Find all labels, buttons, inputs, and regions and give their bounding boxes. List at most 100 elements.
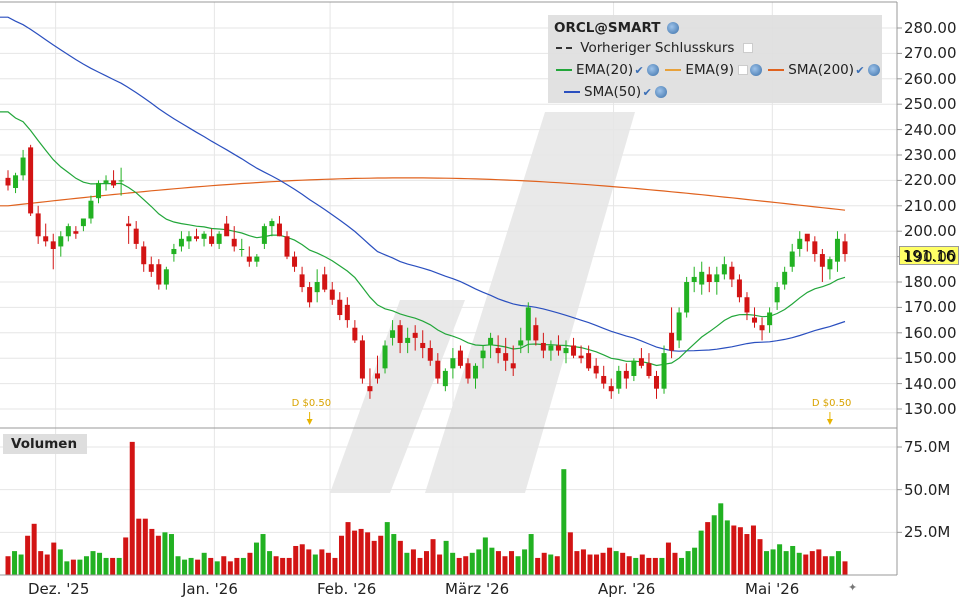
volume-bar bbox=[679, 557, 685, 575]
volume-bar bbox=[345, 522, 351, 575]
chart-frame bbox=[0, 1, 898, 576]
candle-body bbox=[676, 312, 682, 341]
volume-bar bbox=[698, 530, 704, 575]
globe-icon[interactable] bbox=[667, 22, 680, 34]
volume-bar bbox=[64, 561, 70, 575]
check-icon[interactable]: ✔ bbox=[855, 64, 865, 77]
candle-body bbox=[163, 269, 169, 285]
volume-tick-label: 75.0M bbox=[904, 438, 951, 456]
volume-bar bbox=[764, 551, 770, 575]
candle-body bbox=[518, 340, 524, 346]
volume-bar bbox=[809, 551, 815, 575]
candle-body bbox=[638, 358, 644, 366]
candle-body bbox=[736, 279, 742, 298]
volume-bar bbox=[450, 552, 456, 575]
candle-body bbox=[427, 348, 433, 361]
dividend-label: D $0.50 bbox=[811, 398, 852, 409]
dashed-line-icon bbox=[556, 47, 572, 49]
globe-icon[interactable] bbox=[868, 64, 881, 76]
candle-body bbox=[729, 266, 735, 280]
volume-bar bbox=[515, 556, 521, 575]
volume-bar bbox=[182, 559, 188, 575]
candle-body bbox=[608, 386, 614, 392]
candle-body bbox=[834, 238, 840, 262]
dividend-markers bbox=[306, 412, 833, 425]
legend-sma200: SMA(200) bbox=[788, 62, 855, 78]
candle-body bbox=[510, 363, 516, 369]
checkbox-icon[interactable] bbox=[742, 43, 753, 53]
candle-body bbox=[571, 345, 577, 356]
volume-bar bbox=[338, 535, 344, 575]
volume-bar bbox=[718, 503, 724, 575]
candle-body bbox=[28, 147, 34, 214]
volume-bar bbox=[561, 469, 567, 575]
legend-ema20: EMA(20) bbox=[576, 62, 634, 78]
volume-bar bbox=[816, 549, 822, 575]
price-tick-label: 250.00 bbox=[904, 95, 957, 114]
candle-body bbox=[148, 264, 154, 272]
candle-body bbox=[337, 299, 343, 316]
volume-bar bbox=[31, 523, 37, 575]
volume-bar bbox=[770, 549, 776, 575]
candle-body bbox=[314, 282, 320, 293]
volume-bar bbox=[750, 525, 756, 575]
candle-body bbox=[699, 271, 705, 285]
volume-bar bbox=[639, 554, 645, 575]
volume-bar bbox=[299, 544, 305, 575]
globe-icon[interactable] bbox=[749, 64, 762, 76]
candle-body bbox=[721, 264, 727, 275]
volume-bar bbox=[554, 556, 560, 575]
candle-body bbox=[653, 375, 659, 389]
check-icon[interactable]: ✔ bbox=[642, 86, 652, 99]
volume-bar bbox=[123, 537, 129, 575]
volume-bar bbox=[790, 545, 796, 575]
candle-body bbox=[480, 350, 486, 359]
volume-bar bbox=[587, 554, 593, 575]
candle-body bbox=[457, 350, 463, 366]
volume-bar bbox=[456, 557, 462, 575]
candle-body bbox=[80, 218, 86, 227]
price-tick-label: 210.00 bbox=[904, 196, 957, 215]
volume-bar bbox=[757, 539, 763, 575]
candle-body bbox=[141, 246, 147, 265]
volume-bar bbox=[38, 551, 44, 575]
candle-body bbox=[261, 226, 267, 244]
check-icon[interactable]: ✔ bbox=[634, 64, 644, 77]
volume-bar bbox=[280, 557, 286, 575]
candle-body bbox=[322, 274, 328, 290]
candle-body bbox=[95, 182, 101, 199]
scroll-right-icon[interactable]: ✦ bbox=[848, 581, 858, 594]
volume-bar bbox=[711, 515, 717, 575]
price-tick-label: 130.00 bbox=[904, 400, 957, 418]
price-tick-label: 240.00 bbox=[904, 120, 957, 139]
volume-bar bbox=[253, 542, 259, 575]
globe-icon[interactable] bbox=[655, 86, 668, 98]
ema20-line bbox=[0, 111, 846, 367]
candle-body bbox=[450, 358, 456, 369]
volume-bar bbox=[777, 544, 783, 575]
price-tick-label: 220.00 bbox=[904, 171, 957, 190]
volume-bar bbox=[352, 530, 358, 575]
checkbox-icon[interactable] bbox=[737, 65, 748, 75]
legend-sma50: SMA(50) bbox=[584, 84, 642, 100]
volume-bar bbox=[476, 549, 482, 575]
candle-body bbox=[20, 157, 26, 176]
candle-body bbox=[397, 325, 403, 343]
globe-icon[interactable] bbox=[647, 64, 660, 76]
volume-bar bbox=[5, 556, 11, 575]
candlesticks bbox=[5, 144, 848, 399]
volume-bar bbox=[430, 539, 436, 575]
volume-bar bbox=[469, 552, 475, 575]
volume-bar bbox=[685, 551, 691, 575]
last-price-tag: 191.16 bbox=[899, 246, 959, 265]
candle-body bbox=[344, 304, 350, 321]
candle-body bbox=[367, 386, 373, 392]
candle-body bbox=[593, 365, 599, 374]
volume-bar bbox=[162, 532, 168, 575]
candle-body bbox=[473, 365, 479, 379]
volume-bar bbox=[325, 552, 331, 575]
volume-bar bbox=[404, 552, 410, 575]
volume-bar bbox=[201, 552, 207, 575]
candle-body bbox=[111, 180, 117, 186]
volume-bar bbox=[424, 551, 429, 575]
